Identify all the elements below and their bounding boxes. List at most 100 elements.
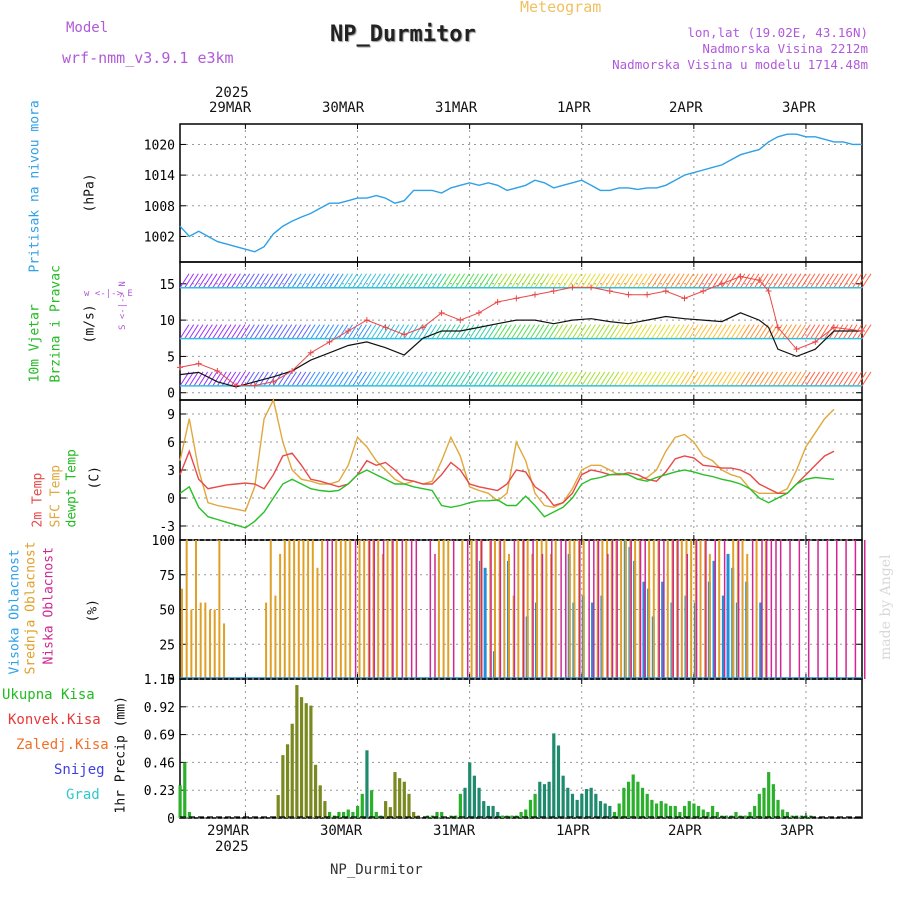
wind-barb-1-2 — [188, 324, 199, 339]
wind-barb-0-59 — [455, 273, 466, 289]
ytick-label-2-4: 9 — [167, 408, 175, 423]
wind-barb-1-104 — [665, 324, 676, 339]
wind-barb-0-51 — [417, 273, 428, 289]
wind-barb-0-89 — [595, 273, 606, 289]
wind-barb-2-75 — [529, 371, 540, 387]
precip-bar-12 — [313, 764, 318, 818]
cloud-bar-1-36 — [405, 540, 408, 679]
precip-bar-90 — [678, 811, 682, 818]
precip-bar-65 — [561, 775, 565, 818]
precip-bar-52 — [500, 815, 505, 818]
ytick-label-4-4: 0.92 — [144, 701, 175, 716]
cloud-bar-1-39 — [447, 540, 450, 679]
precip-bar-108 — [762, 787, 766, 818]
wind-barb-0-134 — [805, 273, 816, 289]
t2m-line — [179, 449, 835, 507]
wind-barb-0-105 — [670, 273, 680, 289]
wind-barb-1-68 — [497, 324, 508, 339]
wind-barb-2-55 — [436, 371, 447, 387]
wind-barb-1-129 — [782, 324, 793, 339]
wind-barb-0-137 — [819, 273, 830, 289]
wind-barb-0-74 — [525, 273, 536, 289]
wind-barb-1-28 — [310, 324, 321, 339]
wind-barb-0-90 — [599, 273, 610, 289]
precip-bar-86 — [659, 801, 663, 818]
wind-gust-point-19 — [532, 291, 539, 298]
precip-bar-91 — [682, 805, 687, 818]
wind-barb-2-45 — [389, 371, 400, 387]
wind-barb-0-69 — [501, 273, 512, 289]
wind-barb-1-118 — [730, 324, 741, 339]
cloud-bar-1-0 — [181, 588, 183, 679]
wind-barb-1-45 — [389, 324, 400, 339]
wind-barb-2-93 — [614, 371, 624, 387]
wind-barb-2-53 — [427, 371, 437, 387]
precip-bar-80 — [631, 774, 635, 818]
wind-barb-0-6 — [207, 273, 218, 289]
wind-barb-1-26 — [301, 324, 311, 339]
cloud-bar-2-43 — [723, 540, 726, 679]
cloud-bar-1-33 — [386, 540, 389, 679]
wind-barb-0-97 — [632, 273, 643, 289]
cloud-bar-2-0 — [326, 540, 329, 679]
wind-speed-line — [179, 312, 862, 388]
wind-barb-2-78 — [543, 371, 554, 387]
wind-barb-0-7 — [212, 273, 223, 289]
wind-barb-1-111 — [698, 324, 708, 339]
precip-bar-63 — [552, 733, 556, 818]
wind-barb-0-113 — [707, 273, 718, 289]
model-name: wrf-nmm_v3.9.1 e3km — [62, 49, 234, 67]
wind-barb-2-33 — [333, 371, 344, 387]
wind-gust-point-1 — [195, 360, 202, 367]
wind-barb-0-23 — [287, 273, 297, 289]
wind-barb-2-30 — [319, 371, 330, 387]
wind-barb-0-108 — [684, 273, 694, 289]
wind-barb-1-8 — [216, 324, 227, 339]
wind-barb-1-12 — [235, 324, 246, 339]
ytick-label-4-0: 0 — [167, 812, 175, 827]
wind-barb-1-27 — [305, 324, 316, 339]
wind-barb-0-126 — [768, 273, 778, 289]
cloud-bar-1-48 — [507, 553, 510, 679]
wind-barb-1-94 — [618, 324, 629, 339]
wind-barb-2-76 — [534, 371, 545, 387]
wind-barb-1-50 — [413, 324, 423, 339]
precip-bar-78 — [622, 787, 626, 818]
wind-barb-0-40 — [366, 273, 377, 289]
wind-barb-2-38 — [357, 371, 367, 387]
wind-barb-2-143 — [847, 371, 858, 387]
wind-barb-2-121 — [744, 371, 755, 387]
wind-barb-0-106 — [674, 273, 685, 289]
wind-barb-0-99 — [642, 273, 652, 289]
ytick-label-2-3: 6 — [167, 436, 175, 451]
cloud-bar-1-50 — [517, 540, 520, 679]
cloud-bar-2-50 — [779, 540, 782, 679]
cloud-bar-2-31 — [616, 540, 618, 679]
wind-barb-0-140 — [833, 273, 844, 289]
cloud-bar-2-58 — [854, 540, 857, 679]
wind-gust-point-2 — [214, 367, 221, 374]
cloud-bar-1-45 — [493, 540, 496, 679]
top-date-1: 30MAR — [322, 100, 365, 116]
wind-barb-1-71 — [511, 324, 522, 339]
wind-barb-0-143 — [847, 273, 858, 289]
wind-barb-2-110 — [693, 371, 704, 387]
wind-barb-1-144 — [852, 324, 863, 339]
cloud-bar-2-12 — [452, 540, 455, 679]
cloud-bar-1-60 — [573, 540, 576, 679]
wind-barb-2-101 — [651, 371, 662, 387]
cloud-bar-0-22 — [712, 560, 716, 679]
cloud-bar-1-9 — [223, 623, 226, 679]
wind-barb-2-100 — [646, 371, 657, 387]
wind-barb-2-23 — [287, 371, 297, 387]
wind-barb-2-96 — [628, 371, 638, 387]
ytick-label-3-2: 50 — [159, 604, 175, 619]
wind-barb-2-57 — [445, 371, 456, 387]
wind-barb-0-96 — [628, 273, 638, 289]
wind-barb-2-95 — [623, 371, 634, 387]
wind-barb-2-64 — [478, 371, 489, 387]
precip-bar-17 — [337, 811, 341, 818]
wind-barb-1-116 — [721, 324, 732, 339]
wind-barb-0-0 — [179, 273, 190, 289]
wind-barb-2-63 — [473, 371, 484, 387]
